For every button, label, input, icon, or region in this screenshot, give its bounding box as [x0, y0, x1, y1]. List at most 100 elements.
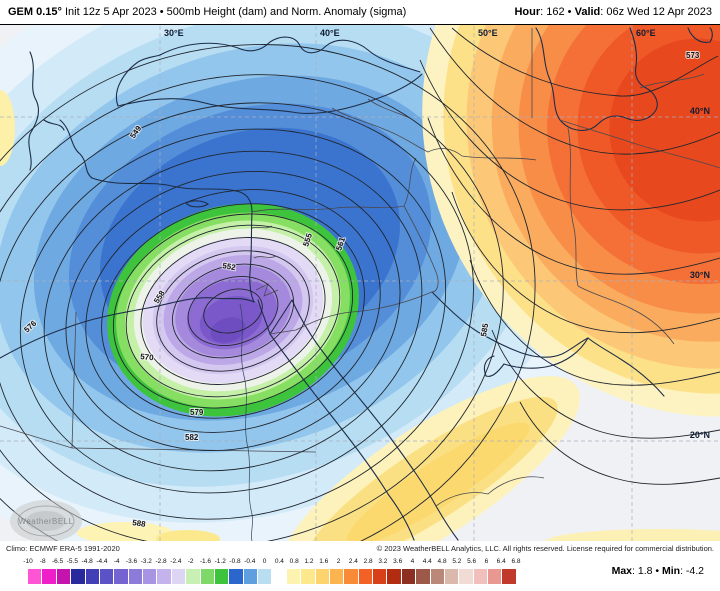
legend-footer: Climo: ECMWF ERA-5 1991-2020 © 2023 Weat…	[0, 541, 720, 591]
colorbar-tick-label: 6.8	[511, 558, 521, 565]
title-bar: GEM 0.15° Init 12z 5 Apr 2023 • 500mb He…	[0, 0, 720, 25]
colorbar-segment	[229, 569, 244, 584]
anomaly-yellow-patches	[0, 90, 720, 541]
max-value: : 1.8 •	[632, 565, 662, 577]
colorbar-tick-label: 2	[336, 558, 341, 565]
colorbar-segment	[56, 569, 72, 584]
colorbar-tick-label: 6.4	[496, 558, 506, 565]
nile-river	[239, 303, 253, 541]
climo-note: Climo: ECMWF ERA-5 1991-2020	[6, 544, 120, 553]
colorbar-segment	[459, 569, 474, 584]
colorbar-segment	[214, 569, 230, 584]
colorbar-segment	[42, 569, 57, 584]
colorbar-tick-label: 1.6	[319, 558, 329, 565]
colorbar-segment	[444, 569, 460, 584]
colorbar-segment	[358, 569, 373, 584]
colorbar-tick-label: -8	[39, 558, 46, 565]
colorbar-segment	[430, 569, 445, 584]
colorbar-tick-label: 5.6	[467, 558, 477, 565]
colorbar-tick-label: -4	[113, 558, 120, 565]
colorbar-segment	[473, 569, 488, 584]
colorbar-tick-label: -10	[23, 558, 33, 565]
colorbar-tick-label: 5.2	[452, 558, 462, 565]
colorbar-segment	[114, 569, 129, 584]
colorbar-tick-label: 2.8	[363, 558, 373, 565]
colorbar-tick-label: 1.2	[304, 558, 314, 565]
min-label: Min	[661, 565, 681, 577]
colorbar-tick-label: -5.5	[66, 558, 78, 565]
anomaly-shading-positive-orange	[422, 25, 720, 417]
product-title: GEM 0.15° Init 12z 5 Apr 2023 • 500mb He…	[0, 6, 406, 18]
colorbar-segment	[272, 569, 287, 584]
colorbar-tick-label: -3.6	[125, 558, 138, 565]
product-description: Init 12z 5 Apr 2023 • 500mb Height (dam)…	[61, 6, 407, 18]
max-min-readout: Max: 1.8 • Min: -4.2	[612, 565, 704, 577]
colorbar-segment	[99, 569, 115, 584]
colorbar-ticks: -10 -8 -6.5 -5.5 -4.8 -4.4 -4 -3.6 -3.2 -2.8 -2.4-…	[23, 558, 520, 568]
colorbar-tick-label: 0.4	[274, 558, 284, 565]
colorbar-tick-label: -4.8	[81, 558, 93, 565]
colorbar-segment	[502, 569, 516, 584]
colorbar-tick-label: 4	[410, 558, 415, 565]
colorbar-tick-label: -1.6	[199, 558, 212, 565]
colorbar-segment	[157, 569, 172, 584]
colorbar-segment	[200, 569, 215, 584]
contour-label: 552	[222, 261, 237, 272]
colorbar-tick-label: -0.8	[229, 558, 241, 565]
colorbar-segment	[387, 569, 402, 584]
colorbar-tick-label: -2.4	[170, 558, 182, 565]
copyright-note: © 2023 WeatherBELL Analytics, LLC. All r…	[376, 544, 714, 553]
graticule	[0, 26, 720, 541]
lon-label-30e: 30°E	[164, 28, 184, 38]
weather-map-canvas: 549 552 555 561 558 570 576 579 582 585 …	[0, 25, 720, 541]
colorbar-segment	[286, 569, 302, 584]
lat-label-40n: 40°N	[690, 106, 710, 116]
colorbar-segment	[143, 569, 158, 584]
colorbar-tick-label: 3.2	[378, 558, 388, 565]
colorbar-tick-label: -2	[187, 558, 194, 565]
colorbar-segment	[171, 569, 187, 584]
lon-label-50e: 50°E	[478, 28, 498, 38]
valid-value: : 06z Wed 12 Apr 2023	[600, 6, 712, 18]
colorbar-segment	[344, 569, 359, 584]
colorbar-tick-label: 0.8	[289, 558, 299, 565]
anomaly-core-green-purple	[107, 203, 359, 417]
colorbar-segments	[28, 569, 516, 584]
height-contours	[0, 27, 720, 541]
colorbar-tick-label: 4.4	[422, 558, 432, 565]
contour-label: 588	[132, 518, 147, 529]
colorbar-tick-label: -4.4	[96, 558, 108, 565]
watermark-logo: WeatherBELL	[10, 500, 82, 541]
colorbar-tick-label: -6.5	[51, 558, 64, 565]
colorbar-segment	[416, 569, 431, 584]
coastlines	[0, 27, 713, 541]
colorbar-tick-label: 0	[262, 558, 267, 565]
contour-label: 579	[190, 408, 204, 417]
colorbar-tick-label: 4.8	[437, 558, 447, 565]
hour-value: : 162 •	[540, 6, 575, 18]
min-value: : -4.2	[680, 565, 704, 577]
valid-time: Hour: 162 • Valid: 06z Wed 12 Apr 2023	[514, 6, 720, 18]
colorbar-segment	[329, 569, 345, 584]
colorbar-tick-label: 6	[484, 558, 489, 565]
colorbar-segment	[71, 569, 86, 584]
model-name: GEM 0.15°	[8, 6, 62, 18]
colorbar-segment	[243, 569, 258, 584]
colorbar-tick-label: -3.2	[140, 558, 152, 565]
colorbar-tick-label: -1.2	[214, 558, 226, 565]
lon-label-60e: 60°E	[636, 28, 656, 38]
colorbar-segment	[301, 569, 316, 584]
colorbar-tick-label: 3.6	[393, 558, 403, 565]
lat-label-20n: 20°N	[690, 430, 710, 440]
contour-label: 585	[479, 322, 490, 337]
colorbar-segment	[28, 569, 43, 584]
colorbar-segment	[401, 569, 417, 584]
graticule-labels: 30°E 40°E 50°E 60°E 40°N 30°N 20°N	[164, 28, 710, 440]
colorbar-segment	[85, 569, 100, 584]
colorbar-segment	[488, 569, 503, 584]
colorbar-segment	[128, 569, 143, 584]
contour-label: 570	[140, 352, 155, 362]
watermark-text: WeatherBELL	[18, 517, 73, 526]
colorbar-segment	[373, 569, 388, 584]
hour-label: Hour	[514, 6, 541, 18]
